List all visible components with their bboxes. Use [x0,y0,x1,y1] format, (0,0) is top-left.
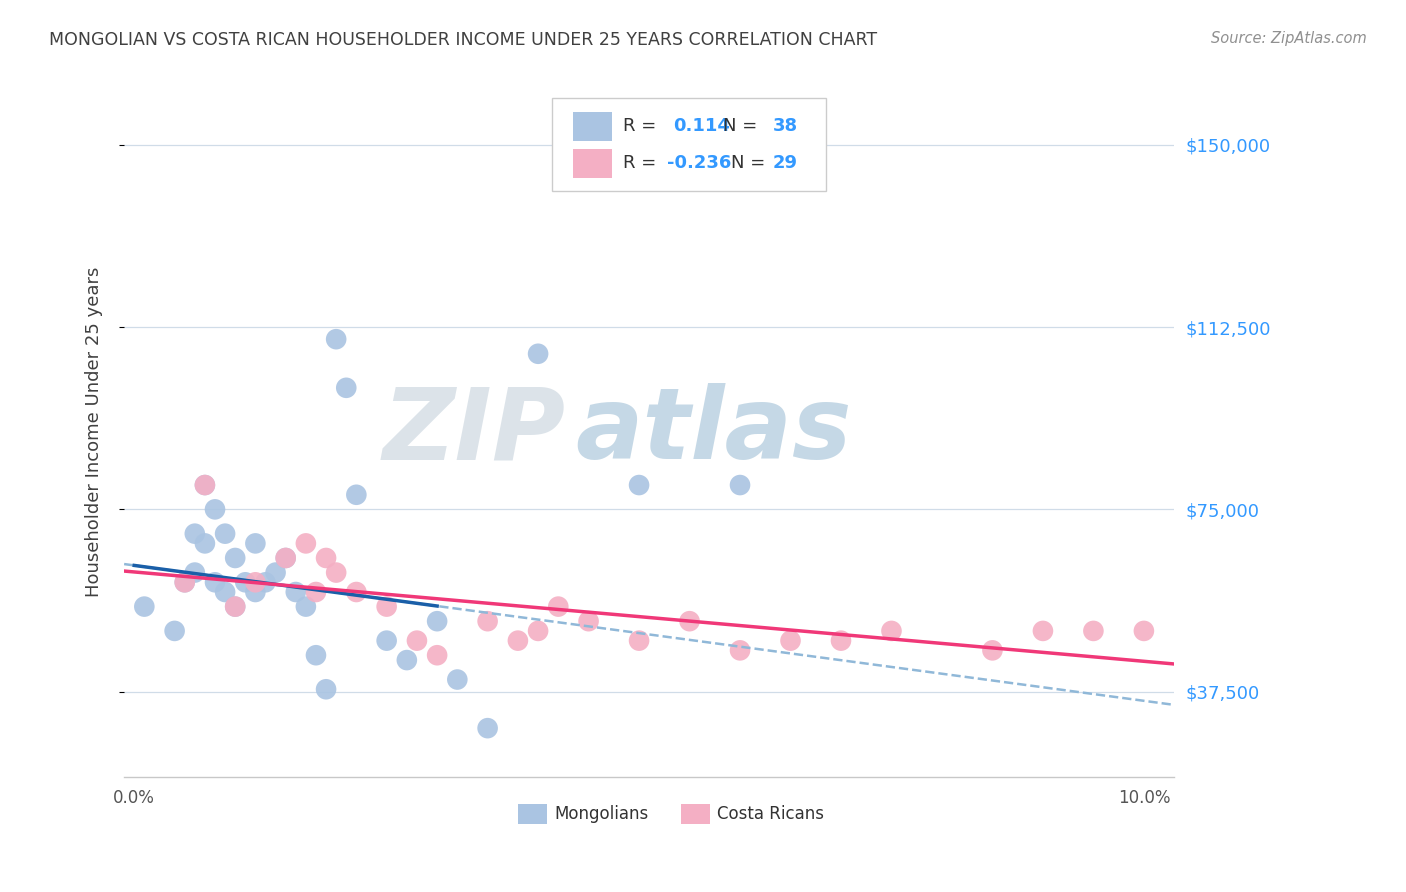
Point [194,478,217,492]
Point [295,536,318,550]
Point [728,643,751,657]
Text: R =: R = [623,118,662,136]
Text: N =: N = [723,118,762,136]
Point [194,478,217,492]
Point [779,633,801,648]
Point [224,551,246,566]
Point [204,575,226,590]
Point [477,721,499,735]
Point [315,551,337,566]
Point [344,488,367,502]
Point [981,643,1004,657]
Point [143,818,166,832]
Point [344,585,367,599]
Point [477,614,499,628]
Text: Mongolians: Mongolians [554,805,650,823]
Point [254,575,277,590]
Y-axis label: Householder Income Under 25 years: Householder Income Under 25 years [86,267,103,597]
Point [163,624,186,638]
Text: -0.236: -0.236 [666,154,731,172]
Text: 0.114: 0.114 [673,118,730,136]
Point [426,648,449,663]
Point [1083,624,1105,638]
Point [204,502,226,516]
Point [335,381,357,395]
Point [446,673,468,687]
Point [1032,624,1054,638]
Text: N =: N = [731,154,770,172]
Text: ZIP: ZIP [382,383,565,480]
Point [931,838,953,852]
Text: atlas: atlas [575,383,852,480]
Point [245,536,267,550]
Point [628,633,651,648]
Point [233,575,256,590]
Point [245,575,267,590]
Point [305,585,328,599]
Point [678,614,700,628]
Point [173,575,195,590]
Text: MONGOLIAN VS COSTA RICAN HOUSEHOLDER INCOME UNDER 25 YEARS CORRELATION CHART: MONGOLIAN VS COSTA RICAN HOUSEHOLDER INC… [49,31,877,49]
Text: Costa Ricans: Costa Ricans [717,805,824,823]
Point [153,838,176,852]
Point [830,633,852,648]
Point [527,624,550,638]
Point [426,614,449,628]
Point [284,585,307,599]
Point [506,633,529,648]
Point [1083,833,1105,847]
FancyBboxPatch shape [517,805,547,823]
Point [194,536,217,550]
Point [375,633,398,648]
Point [214,585,236,599]
FancyBboxPatch shape [572,112,613,141]
FancyBboxPatch shape [551,98,825,191]
Point [375,599,398,614]
Point [274,551,297,566]
Text: 29: 29 [773,154,799,172]
Point [224,599,246,614]
Text: 38: 38 [773,118,799,136]
Point [245,585,267,599]
Point [173,575,195,590]
FancyBboxPatch shape [572,149,613,178]
Point [305,648,328,663]
Point [395,653,418,667]
Point [728,478,751,492]
FancyBboxPatch shape [681,805,710,823]
Point [134,599,156,614]
Point [315,682,337,697]
Point [325,332,347,346]
Text: R =: R = [623,154,662,172]
Point [184,526,207,541]
Point [224,599,246,614]
Text: Source: ZipAtlas.com: Source: ZipAtlas.com [1211,31,1367,46]
Point [578,614,600,628]
Point [264,566,287,580]
Point [295,599,318,614]
Point [406,633,429,648]
Point [184,566,207,580]
Point [527,347,550,361]
Point [880,624,903,638]
Point [274,551,297,566]
Point [214,526,236,541]
Point [325,566,347,580]
Point [628,478,651,492]
Point [547,599,569,614]
Point [1133,624,1156,638]
